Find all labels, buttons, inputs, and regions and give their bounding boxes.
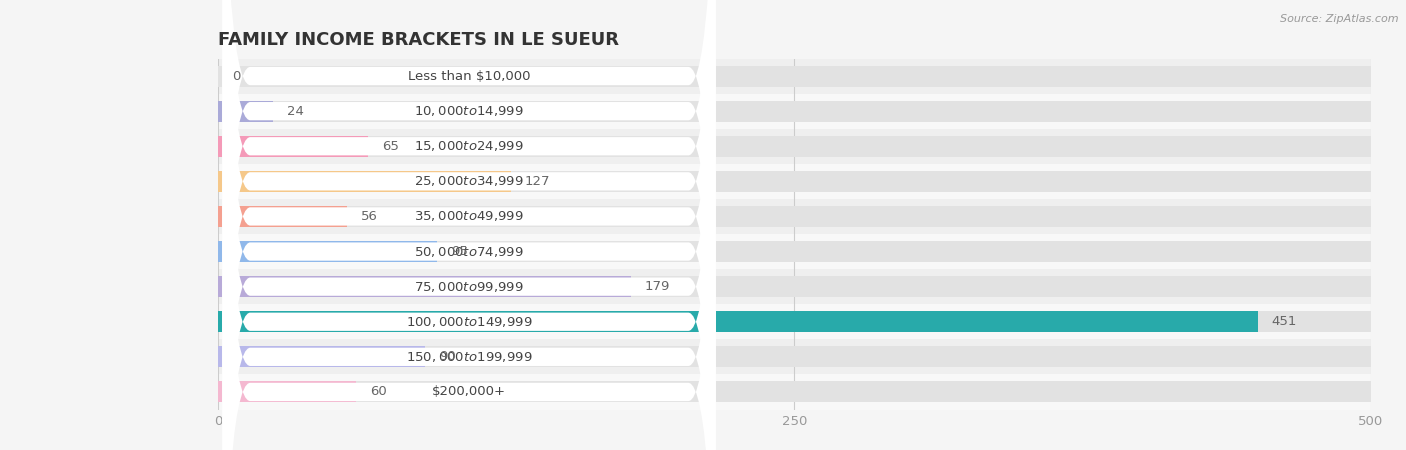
Bar	[218, 206, 1371, 227]
Text: $50,000 to $74,999: $50,000 to $74,999	[415, 244, 524, 259]
Bar	[218, 101, 273, 122]
Bar	[218, 269, 1371, 304]
Bar	[218, 276, 1371, 297]
Text: Source: ZipAtlas.com: Source: ZipAtlas.com	[1281, 14, 1399, 23]
Text: 0: 0	[232, 70, 240, 82]
Bar	[218, 171, 510, 192]
Bar	[218, 171, 1371, 192]
Bar	[218, 101, 1371, 122]
Text: $35,000 to $49,999: $35,000 to $49,999	[415, 209, 524, 224]
Bar	[218, 58, 1371, 94]
Text: $150,000 to $199,999: $150,000 to $199,999	[406, 350, 533, 364]
Bar	[218, 199, 1371, 234]
Text: $10,000 to $14,999: $10,000 to $14,999	[415, 104, 524, 118]
Text: $15,000 to $24,999: $15,000 to $24,999	[415, 139, 524, 153]
Text: $25,000 to $34,999: $25,000 to $34,999	[415, 174, 524, 189]
Bar	[218, 129, 1371, 164]
Text: 179: 179	[644, 280, 669, 293]
Text: 60: 60	[370, 386, 387, 398]
Text: 65: 65	[381, 140, 398, 153]
Bar	[218, 136, 1371, 157]
Text: $75,000 to $99,999: $75,000 to $99,999	[415, 279, 524, 294]
Bar	[218, 164, 1371, 199]
Text: 24: 24	[287, 105, 304, 117]
FancyBboxPatch shape	[222, 0, 716, 450]
Bar	[218, 94, 1371, 129]
Bar	[218, 346, 1371, 367]
Text: 56: 56	[361, 210, 378, 223]
Bar	[218, 241, 437, 262]
Text: 90: 90	[439, 351, 456, 363]
Bar	[218, 276, 631, 297]
Bar	[218, 66, 1371, 86]
Text: $200,000+: $200,000+	[432, 386, 506, 398]
Bar	[218, 382, 1371, 402]
Bar	[218, 374, 1371, 410]
Bar	[218, 136, 368, 157]
Bar	[218, 311, 1258, 332]
Text: 95: 95	[451, 245, 468, 258]
Bar	[218, 346, 426, 367]
FancyBboxPatch shape	[222, 0, 716, 450]
FancyBboxPatch shape	[222, 0, 716, 450]
Bar	[218, 304, 1371, 339]
Bar	[218, 311, 1371, 332]
FancyBboxPatch shape	[222, 0, 716, 450]
Text: $100,000 to $149,999: $100,000 to $149,999	[406, 315, 533, 329]
Text: 451: 451	[1271, 315, 1298, 328]
Bar	[218, 382, 356, 402]
Bar	[218, 234, 1371, 269]
FancyBboxPatch shape	[222, 0, 716, 450]
Bar	[218, 206, 347, 227]
FancyBboxPatch shape	[222, 0, 716, 450]
FancyBboxPatch shape	[222, 0, 716, 450]
Text: 127: 127	[524, 175, 550, 188]
FancyBboxPatch shape	[222, 0, 716, 450]
Bar	[218, 241, 1371, 262]
Text: FAMILY INCOME BRACKETS IN LE SUEUR: FAMILY INCOME BRACKETS IN LE SUEUR	[218, 31, 619, 49]
FancyBboxPatch shape	[222, 0, 716, 450]
Bar	[218, 339, 1371, 374]
FancyBboxPatch shape	[222, 0, 716, 450]
Text: Less than $10,000: Less than $10,000	[408, 70, 530, 82]
